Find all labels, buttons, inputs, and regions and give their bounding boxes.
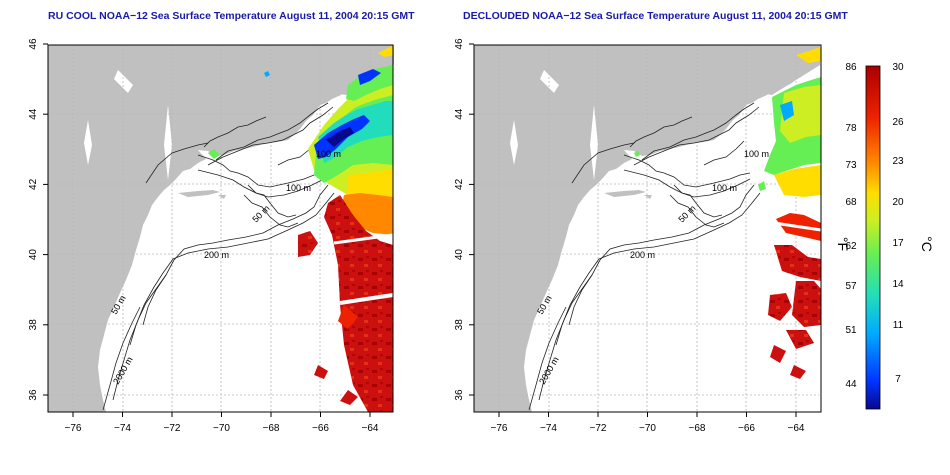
lat-tick-label: 44 (454, 108, 465, 120)
colorbar-c-tick: 20 (892, 197, 904, 208)
lon-tick-label: −76 (491, 423, 508, 434)
contour-label-200m: 200 m (630, 250, 655, 260)
colorbar-gradient (865, 65, 881, 410)
lat-tick-label: 46 (28, 38, 39, 50)
colorbar-label-c: °C (919, 236, 935, 252)
colorbar-c-tick: 26 (892, 117, 904, 128)
lon-tick-label: −72 (164, 423, 181, 434)
colorbar-f-tick: 73 (845, 160, 857, 171)
lat-tick-label: 46 (454, 38, 465, 50)
colorbar-c-tick: 30 (892, 62, 904, 73)
lat-tick-label: 42 (28, 178, 39, 190)
lat-tick-label: 44 (28, 108, 39, 120)
panel-right-title: DECLOUDED NOAA−12 Sea Surface Temperatur… (463, 10, 848, 22)
lon-tick-label: −76 (65, 423, 82, 434)
lon-tick-label: −64 (362, 423, 379, 434)
lon-tick-label: −72 (590, 423, 607, 434)
panel-left-title: RU COOL NOAA−12 Sea Surface Temperature … (48, 10, 415, 22)
panel-left-frame (47, 44, 394, 413)
colorbar-f-tick: 78 (845, 123, 857, 134)
colorbar-c-tick: 11 (893, 320, 904, 331)
colorbar-f-tick: 44 (845, 379, 857, 390)
lat-tick-label: 36 (454, 389, 465, 401)
colorbar-c-tick: 14 (892, 279, 904, 290)
lat-tick-label: 38 (454, 319, 465, 331)
lat-tick-label: 40 (454, 249, 465, 261)
colorbar-ticks: 86 78 73 68 62 57 51 44 30 26 23 20 17 14 11 7 (845, 62, 904, 390)
colorbar-c-tick: 17 (892, 238, 904, 249)
lon-tick-label: −68 (689, 423, 706, 434)
lon-tick-label: −68 (263, 423, 280, 434)
lat-tick-label: 38 (28, 319, 39, 331)
colorbar: 86 78 73 68 62 57 51 44 30 26 23 20 17 14 11 7 °F °C (835, 62, 935, 410)
colorbar-f-tick: 68 (845, 197, 857, 208)
sst-overlay-right (634, 47, 822, 379)
contour-label-100m-a: 100 m (744, 149, 769, 159)
panel-right: 100 m 100 m 50 m 200 m 50 m 2000 m (473, 44, 822, 413)
colorbar-f-tick: 62 (845, 241, 857, 252)
sst-overlay-left (208, 45, 394, 412)
lon-tick-label: −66 (738, 423, 755, 434)
panel-left: 100 m 100 m 50 m 200 m 50 m 2000 m (47, 44, 395, 413)
lon-tick-label: −70 (639, 423, 656, 434)
lon-tick-label: −70 (213, 423, 230, 434)
lat-tick-label: 42 (454, 178, 465, 190)
colorbar-label-f: °F (835, 237, 851, 251)
lon-tick-label: −74 (540, 423, 557, 434)
colorbar-f-tick: 57 (845, 281, 857, 292)
lon-tick-label: −64 (788, 423, 805, 434)
contour-label-200m: 200 m (204, 250, 229, 260)
colorbar-f-tick: 86 (845, 62, 857, 73)
lon-tick-label: −66 (312, 423, 329, 434)
lon-tick-label: −74 (114, 423, 131, 434)
colorbar-c-tick: 7 (895, 374, 901, 385)
contour-label-100m-b: 100 m (712, 183, 737, 193)
contour-label-100m-a: 100 m (316, 149, 341, 159)
colorbar-c-tick: 23 (892, 156, 904, 167)
lat-tick-label: 40 (28, 249, 39, 261)
contour-label-100m-b: 100 m (286, 183, 311, 193)
map-axes: −76 −74 −72 −70 −68 −66 −64 36 38 40 42 44 46 −76 −74 −… (28, 38, 805, 434)
colorbar-f-tick: 51 (845, 325, 857, 336)
lat-tick-label: 36 (28, 389, 39, 401)
